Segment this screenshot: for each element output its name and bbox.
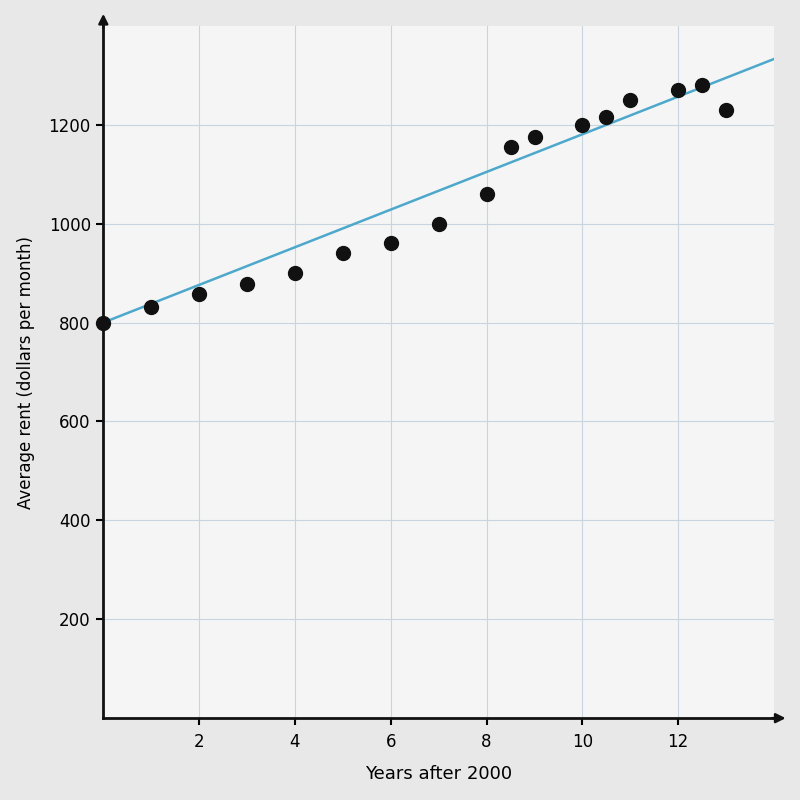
Point <box>193 287 206 300</box>
Point <box>624 94 637 106</box>
X-axis label: Years after 2000: Years after 2000 <box>365 766 512 783</box>
Point <box>672 84 685 97</box>
Point <box>241 278 254 290</box>
Point <box>384 237 397 250</box>
Point <box>696 78 709 91</box>
Y-axis label: Average rent (dollars per month): Average rent (dollars per month) <box>17 235 34 509</box>
Point <box>720 103 733 116</box>
Point <box>289 266 302 279</box>
Point <box>145 300 158 313</box>
Point <box>432 218 445 230</box>
Point <box>600 111 613 124</box>
Point <box>528 130 541 143</box>
Point <box>504 141 517 154</box>
Point <box>97 316 110 329</box>
Point <box>480 187 493 200</box>
Point <box>337 247 350 260</box>
Point <box>576 118 589 131</box>
